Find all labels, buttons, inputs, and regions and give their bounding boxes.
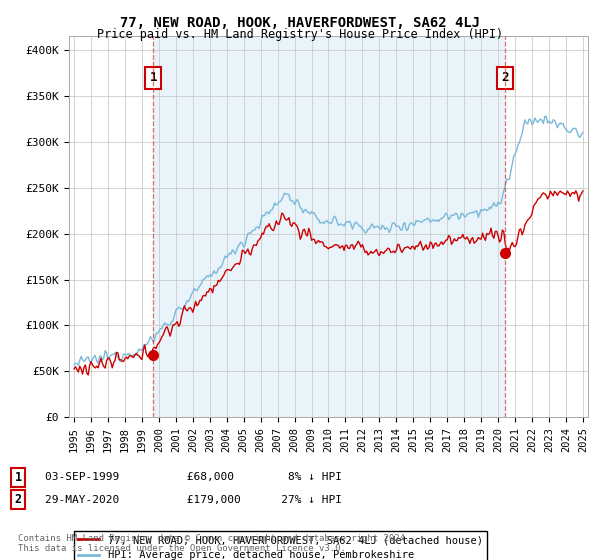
Text: Price paid vs. HM Land Registry's House Price Index (HPI): Price paid vs. HM Land Registry's House …: [97, 28, 503, 41]
Text: Contains HM Land Registry data © Crown copyright and database right 2024.
This d: Contains HM Land Registry data © Crown c…: [18, 534, 410, 553]
Text: 2: 2: [502, 71, 509, 84]
Text: 77, NEW ROAD, HOOK, HAVERFORDWEST, SA62 4LJ: 77, NEW ROAD, HOOK, HAVERFORDWEST, SA62 …: [120, 16, 480, 30]
Bar: [153, 36, 505, 417]
Text: 1: 1: [149, 71, 157, 84]
Text: 03-SEP-1999          £68,000        8% ↓ HPI: 03-SEP-1999 £68,000 8% ↓ HPI: [45, 472, 342, 482]
Text: 29-MAY-2020          £179,000      27% ↓ HPI: 29-MAY-2020 £179,000 27% ↓ HPI: [45, 494, 342, 505]
Legend: 77, NEW ROAD, HOOK, HAVERFORDWEST, SA62 4LJ (detached house), HPI: Average price: 77, NEW ROAD, HOOK, HAVERFORDWEST, SA62 …: [74, 531, 487, 560]
Text: 2: 2: [14, 493, 22, 506]
Text: 1: 1: [14, 470, 22, 484]
